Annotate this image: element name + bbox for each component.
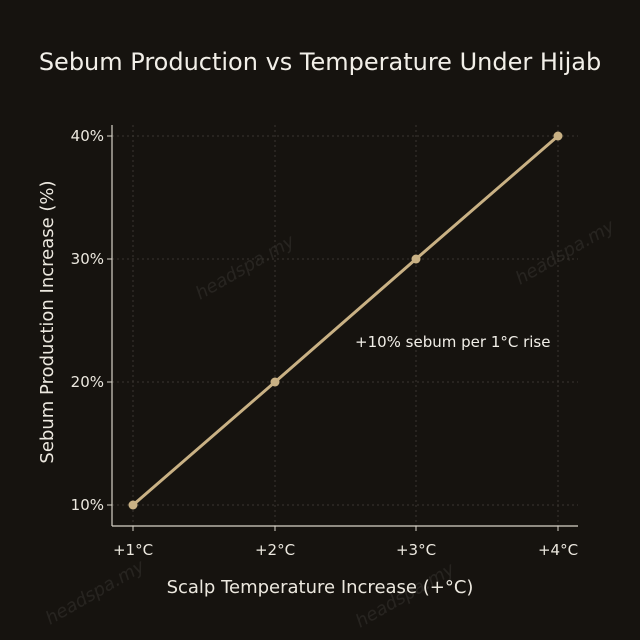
data-point (270, 377, 280, 387)
x-tick-label: +4°C (538, 541, 578, 559)
watermark-layer: headspa.my headspa.my headspa.my headspa… (42, 216, 619, 633)
x-axis-title: Scalp Temperature Increase (+°C) (167, 577, 474, 598)
y-tick-label: 40% (71, 127, 104, 145)
y-tick-labels: 10% 20% 30% 40% (71, 127, 112, 514)
series-layer (128, 131, 563, 510)
y-axis-title: Sebum Production Increase (%) (37, 180, 58, 463)
data-point (553, 131, 563, 141)
x-tick-label: +3°C (396, 541, 436, 559)
x-tick-label: +2°C (255, 541, 295, 559)
y-tick-label: 10% (71, 496, 104, 514)
data-point (128, 500, 138, 510)
x-tick-label: +1°C (113, 541, 153, 559)
series-line (132, 134, 559, 507)
y-tick-label: 30% (71, 250, 104, 268)
watermark-text: headspa.my (192, 231, 299, 305)
annotation-text: +10% sebum per 1°C rise (355, 333, 550, 351)
chart-title: Sebum Production vs Temperature Under Hi… (39, 48, 601, 76)
watermark-text: headspa.my (42, 556, 149, 630)
y-tick-label: 20% (71, 373, 104, 391)
watermark-text: headspa.my (512, 216, 619, 290)
grid-layer (112, 125, 578, 526)
data-point (411, 254, 421, 264)
x-tick-labels: +1°C +2°C +3°C +4°C (113, 526, 578, 559)
